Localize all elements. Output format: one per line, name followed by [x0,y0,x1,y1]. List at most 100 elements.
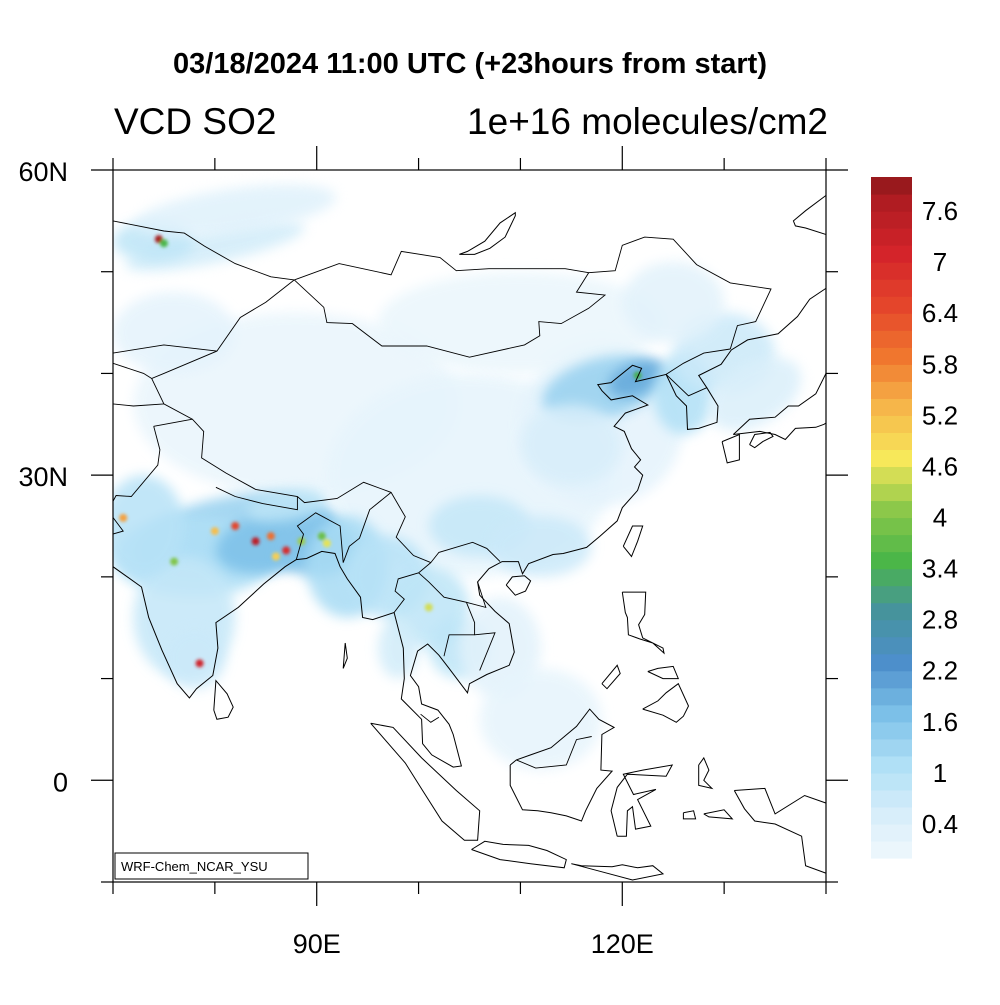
country-border [420,713,440,723]
colorbar-bin [871,789,912,808]
country-border [153,418,193,427]
colorbar-bin [871,636,912,655]
coastline [647,665,680,680]
coastlines [113,194,874,881]
colorbar-label: 7.6 [922,196,958,226]
country-border [393,562,432,613]
so2-hotspot [119,513,128,522]
country-border [113,220,295,281]
so2-hotspot [231,522,240,530]
so2-hotspots [119,235,642,668]
coastline [698,756,714,790]
colorbar-bin [871,500,912,519]
colorbar-label: 4.6 [922,451,958,481]
colorbar-bin [871,211,912,229]
colorbar-bin [871,194,912,212]
country-border [113,426,161,535]
so2-plume [377,271,663,374]
so2-plume [163,627,226,689]
coastline [703,809,734,820]
axis-ticks [91,146,848,906]
colorbar-bin [871,738,912,757]
so2-hotspot [424,603,433,612]
country-border [665,348,731,375]
coastline [622,525,644,558]
colorbar-bin [871,568,912,587]
variable-name: VCD SO2 [114,101,276,142]
colorbar-label: 6.4 [922,298,958,328]
country-border [113,403,164,407]
colorbar-label: 4 [933,503,947,533]
colorbar-bin [871,534,912,553]
coastline [621,591,665,655]
colorbar-bin [871,772,912,791]
colorbar-bin [871,364,912,382]
coastline [505,575,532,596]
colorbar-bin [871,347,912,365]
colorbar-bin [871,466,912,485]
so2-hotspot [195,659,204,668]
colorbar-bin [871,619,912,638]
so2-hotspot [159,239,168,248]
colorbar-bin [871,432,912,450]
colorbar-bin [871,296,912,314]
country-border [474,632,496,671]
colorbar-bin [871,687,912,706]
coastline [721,433,740,464]
colorbar-bin [871,670,912,689]
lat-tick-label: 60N [18,157,68,187]
country-border [418,572,476,657]
coastline [843,228,874,312]
coastline [370,722,481,841]
country-border [466,581,487,609]
model-label: WRF-Chem_NCAR_YSU [121,859,268,874]
colorbar-bin [871,704,912,723]
colorbar-bin [871,330,912,348]
colorbar-bin [871,823,912,842]
so2-plume [113,292,236,374]
colorbar-bin [871,398,912,416]
coastline [732,371,826,441]
country-borders [113,220,772,769]
colorbar-label: 5.2 [922,400,958,430]
so2-plume [708,357,802,431]
colorbar-bin [871,262,912,280]
so2-hotspot [271,552,280,561]
colorbar-bin [871,313,912,331]
colorbar-bin [871,228,912,246]
units-label: 1e+16 molecules/cm2 [467,101,828,142]
so2-hotspot [266,532,275,541]
colorbar-label: 3.4 [922,554,958,584]
so2-plume [377,617,419,679]
colorbar: 0.4 1 1.6 2.2 2.8 3.4 4 4.6 5.2 5.8 6.4 7 7.6 [871,177,958,859]
colorbar-bin [871,517,912,536]
colorbar-bin [871,381,912,399]
country-border [113,362,152,379]
so2-hotspot [282,546,291,555]
so2-hotspot [251,537,260,546]
country-border [215,486,298,511]
coastline [682,810,697,820]
lon-tick-label: 90E [293,929,341,959]
colorbar-bin [871,279,912,297]
colorbar-bin [871,585,912,604]
so2-hotspot [210,527,219,536]
colorbar-label: 1.6 [922,707,958,737]
colorbar-bin [871,602,912,621]
coastline [610,764,674,837]
colorbar-bin [871,755,912,774]
colorbar-bin [871,449,912,468]
so2-hotspot [170,557,179,566]
colorbar-label: 2.2 [922,656,958,686]
so2-plume [134,184,337,237]
colorbar-label: 5.8 [922,349,958,379]
colorbar-bin [871,483,912,502]
colorbar-bin [871,415,912,433]
colorbar-label: 2.8 [922,605,958,635]
map-frame [112,169,827,883]
lon-tick-label: 120E [591,929,654,959]
colorbar-label: 1 [933,758,947,788]
so2-hotspot [317,532,326,541]
country-border [294,250,589,281]
model-label-box: WRF-Chem_NCAR_YSU [114,852,309,880]
